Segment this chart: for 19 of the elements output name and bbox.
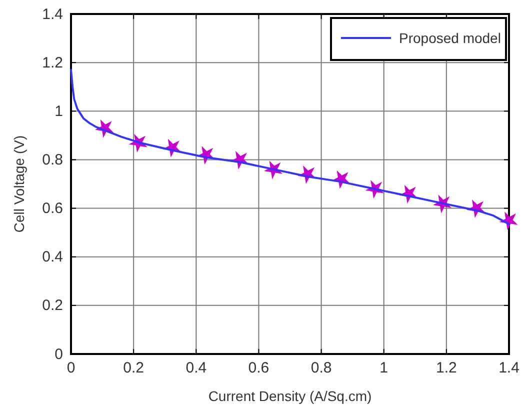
- y-tick-label: 0.4: [42, 248, 63, 266]
- x-tick-label: 0.8: [310, 360, 332, 377]
- y-tick-label: 0: [54, 346, 63, 363]
- y-tick-label: 0.8: [42, 152, 63, 169]
- x-tick-label: 1.2: [436, 360, 457, 377]
- x-tick-label: 1: [380, 360, 388, 377]
- x-tick-label: 0: [66, 360, 76, 377]
- y-tick-label: 1.4: [42, 6, 63, 23]
- x-tick-label: 0.4: [186, 360, 207, 377]
- y-tick-label: 1: [54, 102, 63, 120]
- legend-label: Proposed model: [399, 30, 501, 46]
- x-tick-label: 0.6: [248, 360, 270, 377]
- x-axis-title: Current Density (A/Sq.cm): [208, 388, 372, 404]
- y-tick-label: 0.6: [42, 200, 63, 218]
- x-tick-label: 1.4: [498, 360, 520, 377]
- y-tick-label: 0.2: [42, 297, 63, 314]
- x-tick-label: 0.2: [123, 360, 144, 377]
- y-axis-title: Cell Voltage (V): [11, 135, 27, 233]
- y-tick-label: 1.2: [42, 54, 63, 72]
